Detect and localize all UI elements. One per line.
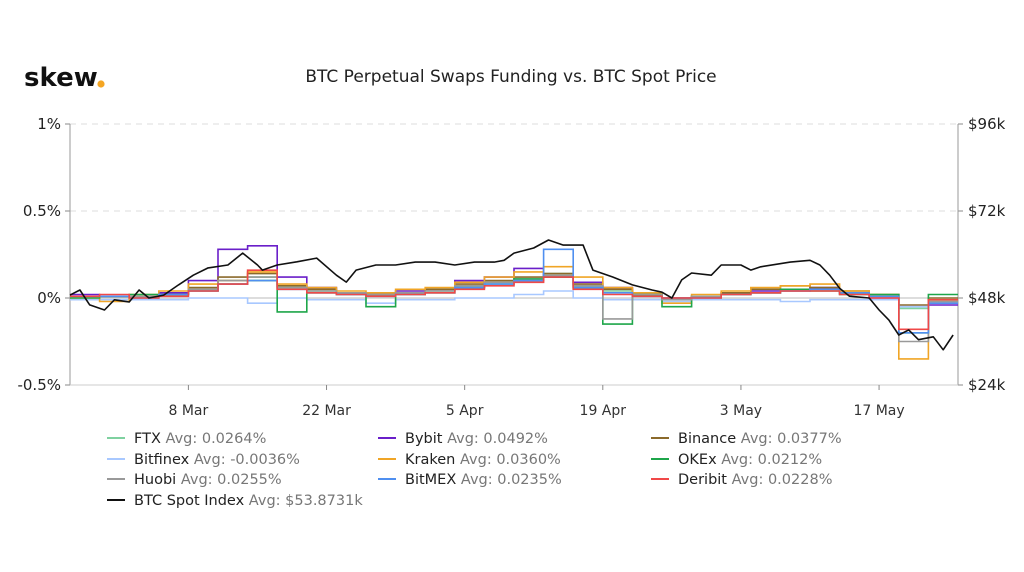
legend-series-name: Huobi: [134, 472, 181, 488]
legend-item-binance: Binance Avg: 0.0377%: [651, 431, 842, 447]
legend-item-bitmex: BitMEX Avg: 0.0235%: [378, 472, 562, 488]
legend-series-name: Binance: [678, 431, 741, 447]
legend-series-avg: Avg: 0.0235%: [461, 472, 562, 488]
x-tick-label: 22 Mar: [302, 403, 351, 419]
legend-series-name: BitMEX: [405, 472, 461, 488]
legend-label: BitMEX Avg: 0.0235%: [405, 472, 562, 488]
spot-price-line: [69, 239, 954, 351]
right-tick-label: $96k: [968, 115, 1006, 133]
legend-label: OKEx Avg: 0.0212%: [678, 452, 822, 468]
legend-series-avg: Avg: 0.0255%: [181, 472, 282, 488]
legend-label: FTX Avg: 0.0264%: [134, 431, 266, 447]
legend-item-deribit: Deribit Avg: 0.0228%: [651, 472, 832, 488]
legend-label: Bitfinex Avg: -0.0036%: [134, 452, 300, 468]
legend-item-btc-spot-index: BTC Spot Index Avg: $53.8731k: [107, 493, 363, 509]
legend-item-kraken: Kraken Avg: 0.0360%: [378, 452, 561, 468]
logo-text: skew: [24, 63, 98, 93]
legend-series-avg: Avg: 0.0212%: [721, 452, 822, 468]
legend-series-avg: Avg: 0.0228%: [732, 472, 833, 488]
legend-label: Binance Avg: 0.0377%: [678, 431, 842, 447]
legend-label: Huobi Avg: 0.0255%: [134, 472, 282, 488]
legend-series-name: Bitfinex: [134, 452, 194, 468]
legend: FTX Avg: 0.0264% Bybit Avg: 0.0492% Binanc…: [107, 431, 842, 509]
x-tick-label: 5 Apr: [446, 403, 484, 419]
right-tick-label: $48k: [968, 289, 1006, 307]
legend-label: Deribit Avg: 0.0228%: [678, 472, 832, 488]
legend-series-name: Deribit: [678, 472, 732, 488]
right-tick-label: $24k: [968, 376, 1006, 394]
legend-series-avg: Avg: 0.0264%: [166, 431, 267, 447]
legend-item-ftx: FTX Avg: 0.0264%: [107, 431, 266, 447]
x-tick-label: 19 Apr: [580, 403, 627, 419]
x-tick-label: 8 Mar: [169, 403, 209, 419]
left-tick-label: 0.5%: [23, 202, 61, 220]
skew-logo: skew: [24, 63, 105, 93]
legend-label: BTC Spot Index Avg: $53.8731k: [134, 493, 363, 509]
legend-series-avg: Avg: 0.0492%: [447, 431, 548, 447]
left-tick-label: -0.5%: [17, 376, 61, 394]
legend-series-name: OKEx: [678, 452, 721, 468]
legend-item-bitfinex: Bitfinex Avg: -0.0036%: [107, 452, 300, 468]
legend-series-avg: Avg: -0.0036%: [194, 452, 300, 468]
legend-series-name: Bybit: [405, 431, 447, 447]
legend-item-okex: OKEx Avg: 0.0212%: [651, 452, 822, 468]
legend-label: Bybit Avg: 0.0492%: [405, 431, 548, 447]
legend-series-avg: Avg: 0.0360%: [460, 452, 561, 468]
legend-item-bybit: Bybit Avg: 0.0492%: [378, 431, 548, 447]
x-tick-label: 17 May: [853, 403, 904, 419]
left-tick-label: 1%: [37, 115, 61, 133]
legend-series-name: BTC Spot Index: [134, 493, 249, 509]
funding-line-bitfinex: [70, 290, 958, 308]
legend-series-name: FTX: [134, 431, 166, 447]
funding-line-deribit: [70, 269, 958, 331]
chart-title: BTC Perpetual Swaps Funding vs. BTC Spot…: [305, 67, 716, 87]
legend-label: Kraken Avg: 0.0360%: [405, 452, 561, 468]
logo-dot: [97, 80, 105, 88]
x-tick-label: 3 May: [720, 403, 762, 419]
left-tick-label: 0%: [37, 289, 61, 307]
right-tick-label: $72k: [968, 202, 1006, 220]
legend-series-avg: Avg: 0.0377%: [741, 431, 842, 447]
legend-item-huobi: Huobi Avg: 0.0255%: [107, 472, 282, 488]
legend-series-name: Kraken: [405, 452, 460, 468]
legend-series-avg: Avg: $53.8731k: [249, 493, 364, 509]
